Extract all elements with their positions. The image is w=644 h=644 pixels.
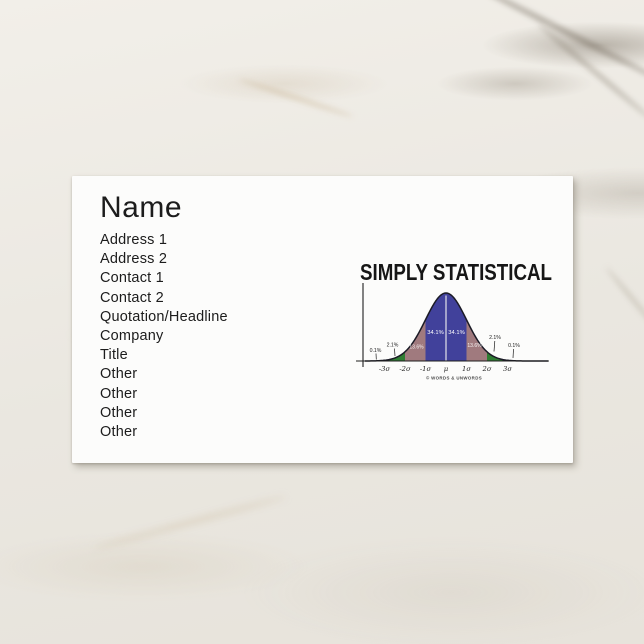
x-tick-minus2sigma: -2σ [399,365,411,373]
leader-tick [512,348,514,359]
card-field-list: Address 1 Address 2 Contact 1 Contact 2 … [100,231,228,442]
pct-label-13-left: 13.6% [409,345,424,351]
card-field: Contact 1 [100,270,164,287]
leader-tick [394,348,396,357]
credit-text: © WORDS & UNWORDS [426,376,482,381]
x-tick-2sigma: 2σ [482,365,492,373]
marble-vein [459,0,644,85]
card-field: Other [100,424,138,441]
bell-curve-chart: SIMPLY STATISTICAL 13.6% 34.1% 34.1% 13.… [356,259,552,381]
card-contact-block: Name Address 1 Address 2 Contact 1 Conta… [100,193,228,442]
card-field: Address 2 [100,251,168,268]
pct-label-34-left: 34.1% [427,330,443,336]
marble-vein [536,22,644,122]
business-card: Name Address 1 Address 2 Contact 1 Conta… [72,176,573,463]
x-tick-3sigma: 3σ [503,365,512,373]
card-field: Address 1 [100,232,168,248]
leader-tick [493,340,496,352]
pct-label-34-right: 34.1% [448,330,464,336]
marble-vein [238,77,354,119]
card-name: Name [100,191,183,224]
region-muto1 [446,293,467,361]
card-field: Other [100,404,138,421]
region-minus1tomu [425,293,446,361]
card-field: Title [100,347,128,364]
card-field: Company [100,328,164,345]
pct-label-13-right: 13.6% [467,343,482,349]
chart-title: SIMPLY STATISTICAL [360,259,552,285]
x-tick-mu: μ [444,365,449,373]
pct-label-21-left: 2.1% [387,343,399,349]
pct-label-21-right: 2.1% [489,335,501,341]
card-field: Other [100,366,138,383]
marble-vein [92,494,288,551]
x-tick-minus1sigma: -1σ [420,365,432,373]
card-field: Other [100,385,138,402]
pct-label-01-left: 0.1% [370,348,382,354]
x-tick-minus3sigma: -3σ [379,365,391,373]
card-field: Contact 2 [100,289,164,306]
card-field: Quotation/Headline [100,308,228,325]
pct-label-01-right: 0.1% [508,343,520,349]
x-tick-1sigma: 1σ [462,365,471,373]
region-minus3to2 [384,351,405,361]
marble-vein [604,266,644,338]
region-2to3 [487,351,508,361]
